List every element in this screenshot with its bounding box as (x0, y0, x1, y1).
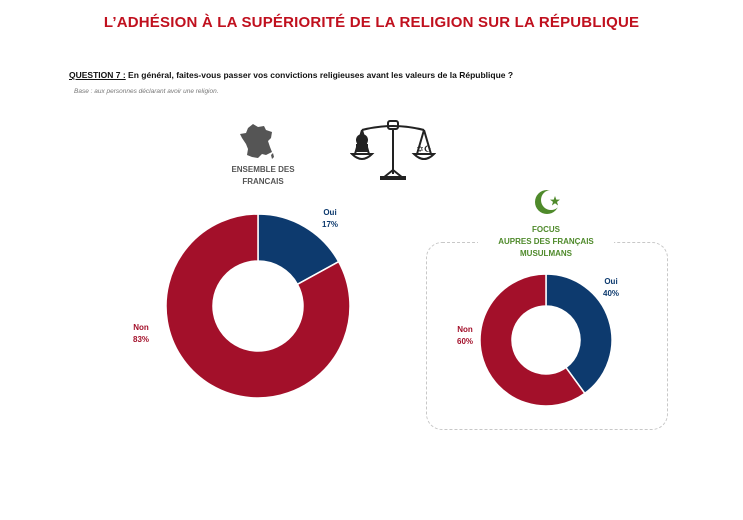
overall-title-line-2: FRANCAIS (242, 177, 284, 186)
focus-non-value: 60% (457, 337, 474, 346)
overall-slice-non (165, 213, 351, 399)
france-map-icon (240, 124, 274, 159)
overall-chart-title: ENSEMBLE DES FRANCAIS (222, 164, 304, 188)
focus-title-line-3: MUSULMANS (520, 249, 572, 258)
focus-title-line-1: FOCUS (532, 225, 560, 234)
overall-non-label: Non 83% (133, 322, 149, 346)
overall-non-name: Non (133, 323, 149, 332)
question-text: En général, faites-vous passer vos convi… (125, 70, 514, 80)
overall-oui-name: Oui (323, 208, 337, 217)
svg-text:✡☪: ✡☪ (416, 145, 432, 155)
focus-slice-oui (545, 273, 613, 395)
focus-title-line-2: AUPRES DES FRANÇAIS (498, 237, 594, 246)
crescent-star-icon (535, 190, 561, 214)
overall-oui-label: Oui 17% (322, 207, 338, 231)
focus-oui-value: 40% (603, 289, 620, 298)
overall-oui-value: 17% (322, 220, 339, 229)
base-note: Base : aux personnes déclarant avoir une… (74, 88, 219, 95)
overall-title-line-1: ENSEMBLE DES (231, 165, 295, 174)
focus-chart-title: FOCUS AUPRES DES FRANÇAIS MUSULMANS (478, 224, 614, 260)
focus-non-name: Non (457, 325, 473, 334)
question-label: QUESTION 7 : (69, 70, 126, 80)
focus-slice-non (479, 273, 586, 407)
focus-non-label: Non 60% (457, 324, 473, 348)
focus-oui-label: Oui 40% (603, 276, 619, 300)
overall-non-value: 83% (133, 335, 150, 344)
balance-scale-icon: ✡☪ (350, 120, 436, 180)
page-title: L’ADHÉSION À LA SUPÉRIORITÉ DE LA RELIGI… (103, 14, 640, 31)
question-line: QUESTION 7 : En général, faites-vous pas… (69, 70, 513, 80)
focus-oui-name: Oui (604, 277, 618, 286)
